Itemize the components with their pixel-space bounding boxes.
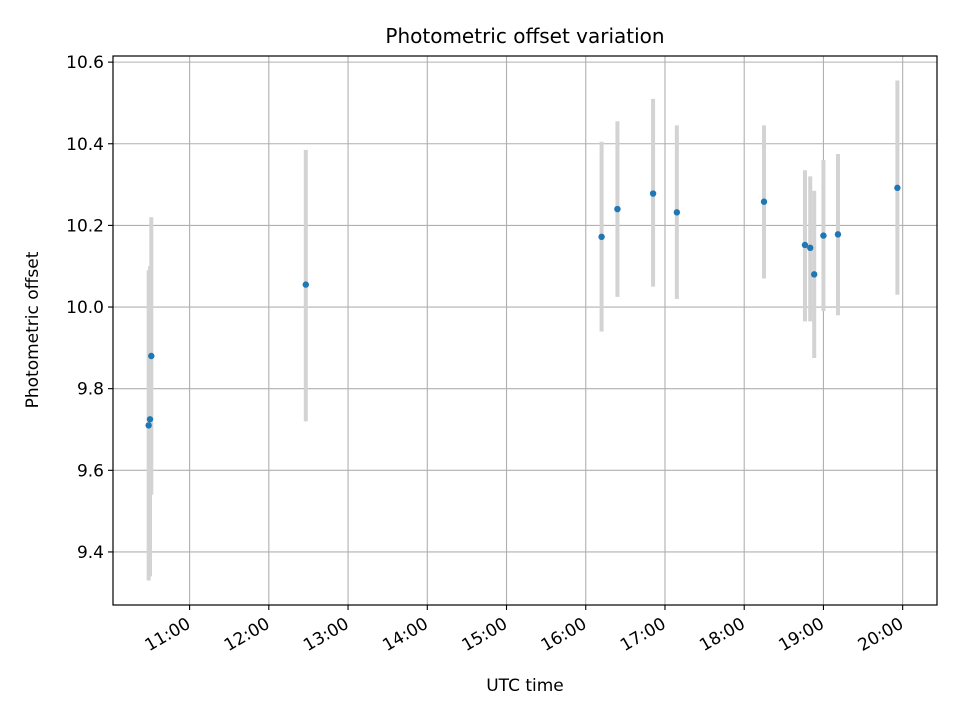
data-point	[820, 232, 827, 239]
data-point	[673, 209, 681, 216]
data-point	[598, 233, 605, 241]
y-tick-label: 9.6	[77, 461, 104, 481]
data-point	[801, 241, 809, 249]
data-point	[649, 190, 657, 197]
plot-frame	[112, 55, 938, 606]
x-axis-label: UTC time	[486, 676, 564, 696]
y-axis-ticks: 9.4 9.6 9.8 10.0 10.2 10.4 10.6	[66, 53, 113, 563]
data-point	[145, 422, 152, 429]
chart-title: Photometric offset variation	[385, 24, 664, 48]
y-tick-label: 10.2	[66, 216, 104, 236]
data-point	[894, 184, 901, 192]
data-point	[614, 205, 621, 213]
y-tick-label: 10.0	[66, 298, 104, 318]
grid-lines	[113, 56, 937, 605]
data-point	[302, 281, 309, 288]
data-point	[834, 231, 842, 238]
y-tick-label: 9.8	[77, 380, 104, 400]
data-point	[810, 271, 818, 278]
data-point	[807, 244, 814, 252]
data-points	[145, 184, 901, 429]
data-point	[146, 416, 154, 423]
y-tick-label: 10.4	[66, 135, 104, 155]
y-tick-label: 10.6	[66, 53, 104, 73]
y-axis-label: Photometric offset	[23, 251, 43, 408]
y-tick-label: 9.4	[77, 543, 104, 563]
data-point	[148, 352, 155, 360]
data-point	[760, 198, 768, 205]
